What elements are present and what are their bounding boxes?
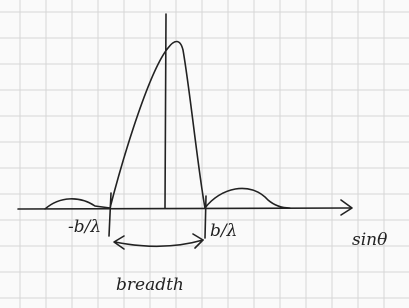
- horizontal-axis: [18, 208, 350, 209]
- right-minimum-tick: [205, 196, 206, 238]
- right-minimum-label: b/λ: [210, 221, 237, 241]
- paper: [0, 0, 409, 308]
- sketch: -b/λ b/λ sinθ breadth: [0, 0, 409, 308]
- axis-label: sinθ: [352, 230, 387, 250]
- breadth-label: breadth: [116, 275, 184, 295]
- page: {"labels": {"left_minimum": "-b/λ", "rig…: [0, 0, 409, 308]
- central-line: [165, 14, 166, 208]
- left-minimum-label: -b/λ: [68, 217, 101, 237]
